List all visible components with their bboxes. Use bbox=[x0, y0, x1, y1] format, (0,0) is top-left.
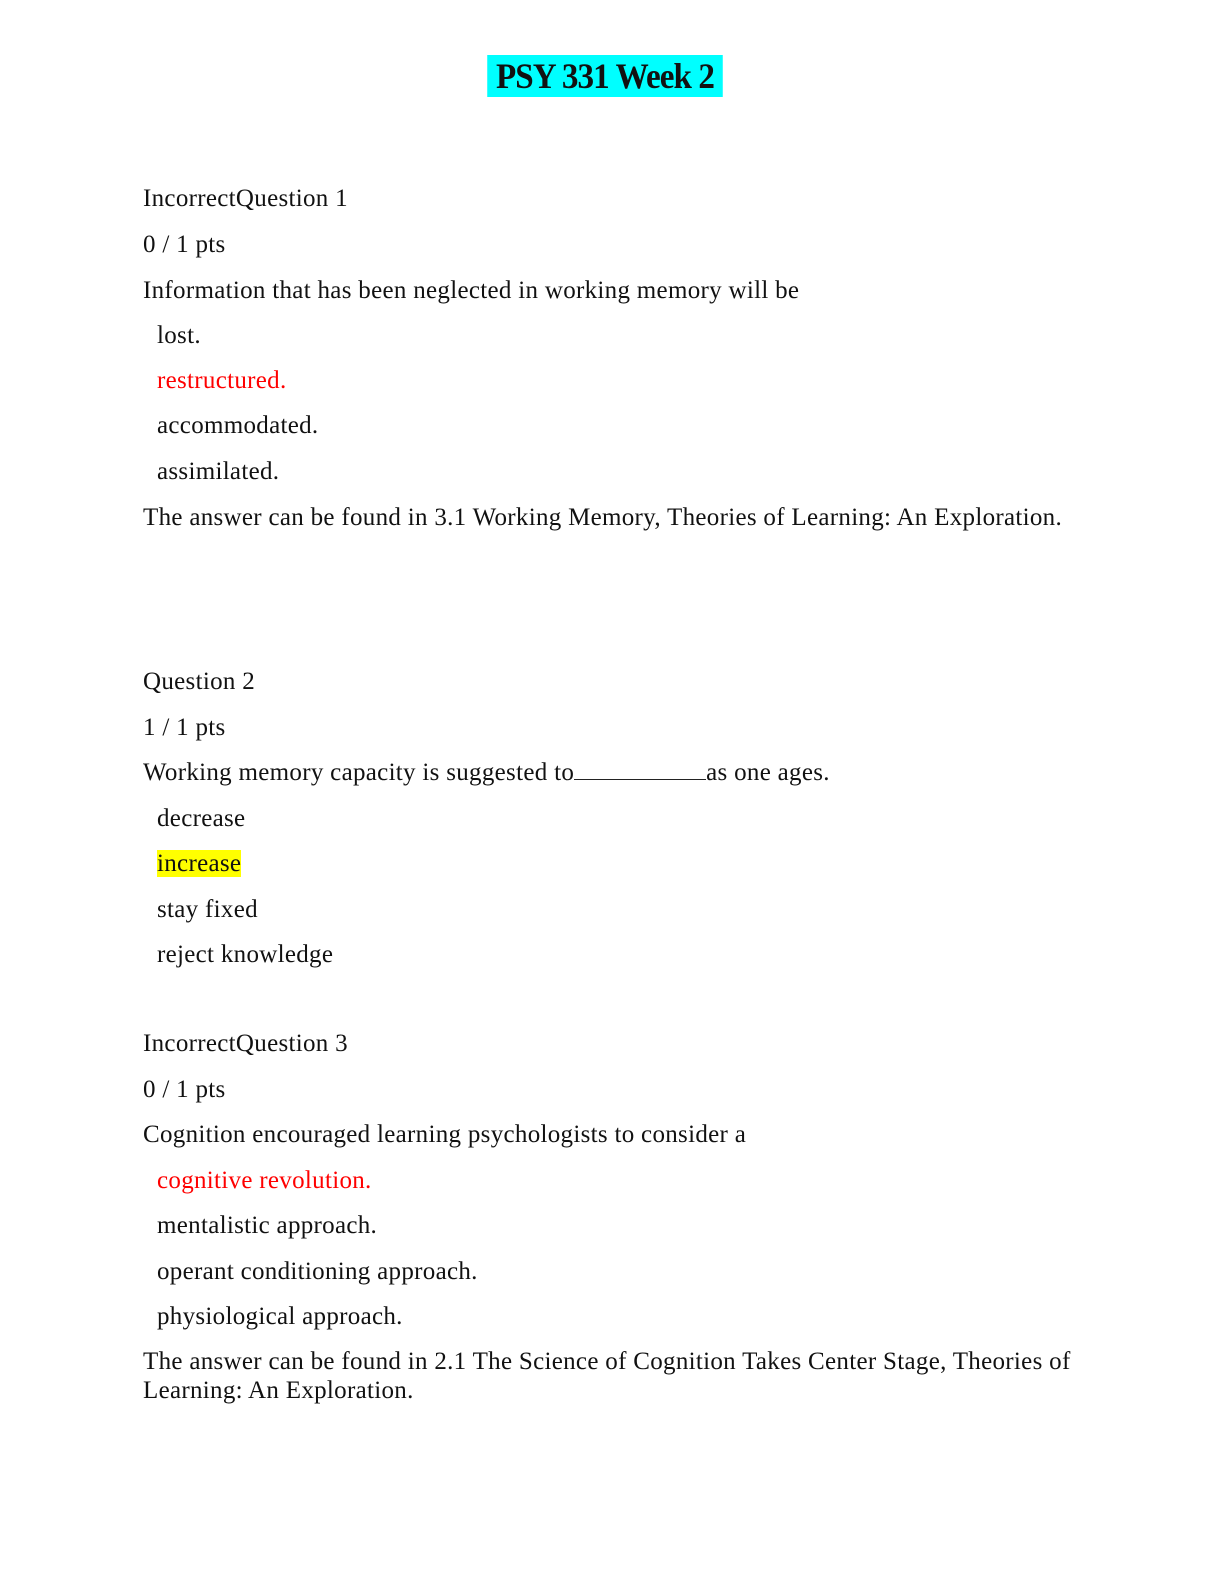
answer-option: decrease bbox=[157, 805, 246, 832]
answer-option-selected-incorrect: cognitive revolution. bbox=[157, 1167, 372, 1194]
question-prompt: Information that has been neglected in w… bbox=[143, 277, 800, 304]
answer-option: reject knowledge bbox=[157, 941, 334, 968]
question-points: 0 / 1 pts bbox=[143, 231, 226, 258]
answer-option: lost. bbox=[157, 322, 201, 349]
prompt-text: Working memory capacity is suggested to bbox=[143, 759, 575, 786]
question-prompt: Cognition encouraged learning psychologi… bbox=[143, 1121, 747, 1148]
answer-option-selected-correct: increase bbox=[157, 849, 242, 878]
answer-option: operant conditioning approach. bbox=[157, 1258, 478, 1285]
question-points: 0 / 1 pts bbox=[143, 1076, 226, 1103]
highlighted-answer: increase bbox=[157, 850, 242, 877]
question-points: 1 / 1 pts bbox=[143, 714, 226, 741]
answer-option-selected-incorrect: restructured. bbox=[157, 367, 287, 394]
question-prompt: Working memory capacity is suggested to a… bbox=[143, 758, 830, 787]
question-header: IncorrectQuestion 3 bbox=[143, 1030, 348, 1057]
answer-reference: The answer can be found in 3.1 Working M… bbox=[143, 504, 1063, 531]
fill-in-blank bbox=[574, 761, 707, 780]
answer-option: physiological approach. bbox=[157, 1303, 403, 1330]
document-title: PSY 331 Week 2 bbox=[487, 55, 723, 97]
answer-option: assimilated. bbox=[157, 458, 280, 485]
answer-option: stay fixed bbox=[157, 896, 258, 923]
answer-option: accommodated. bbox=[157, 412, 319, 439]
question-header: IncorrectQuestion 1 bbox=[143, 185, 348, 212]
prompt-text: as one ages. bbox=[706, 759, 830, 786]
answer-reference: The answer can be found in 2.1 The Scien… bbox=[143, 1348, 1071, 1404]
question-header: Question 2 bbox=[143, 668, 256, 695]
answer-option: mentalistic approach. bbox=[157, 1212, 378, 1239]
